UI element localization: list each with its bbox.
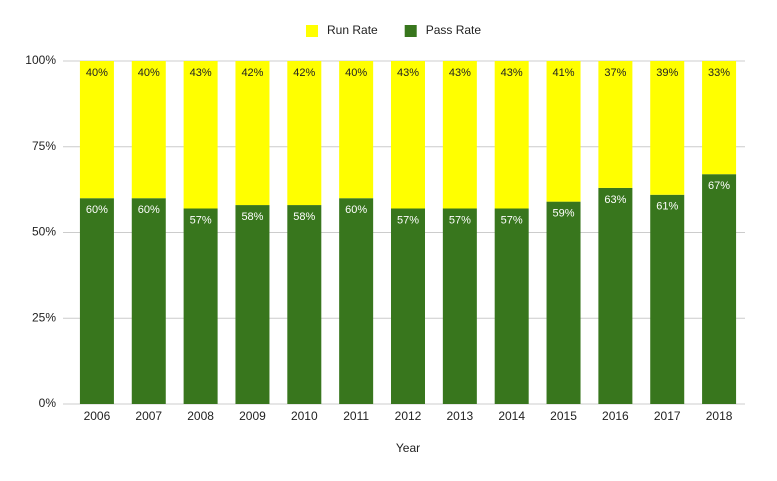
bar-segment (131, 61, 166, 199)
bar-segment (650, 194, 685, 404)
x-tick-label: 2011 (343, 409, 369, 423)
value-label: 37% (604, 67, 626, 79)
value-label: 43% (501, 67, 523, 79)
bar-segment (235, 205, 270, 404)
bar-segment (546, 201, 581, 404)
x-tick-label: 2007 (135, 409, 162, 423)
value-label: 43% (449, 67, 471, 79)
value-label: 42% (293, 67, 315, 79)
x-tick-label: 2017 (654, 409, 681, 423)
value-label: 58% (241, 211, 263, 223)
bar-segment (650, 61, 685, 195)
value-label: 61% (656, 201, 678, 213)
bar-segment (442, 61, 477, 209)
legend-swatch (306, 25, 318, 37)
bar-segment (79, 198, 114, 404)
value-label: 57% (397, 214, 419, 226)
bar-segment (598, 187, 633, 404)
bar-segment (131, 198, 166, 404)
value-label: 60% (86, 204, 108, 216)
x-tick-label: 2008 (187, 409, 214, 423)
x-tick-label: 2016 (602, 409, 629, 423)
x-tick-label: 2014 (498, 409, 525, 423)
x-tick-label: 2009 (239, 409, 266, 423)
legend-swatch (404, 25, 417, 37)
value-label: 43% (397, 67, 419, 79)
bar-segment (339, 61, 374, 199)
y-tick-label: 25% (32, 310, 56, 324)
x-tick-label: 2010 (291, 409, 318, 423)
value-label: 57% (190, 214, 212, 226)
x-axis-title: Year (396, 441, 420, 455)
value-label: 40% (345, 67, 367, 79)
value-label: 59% (553, 208, 575, 220)
value-label: 63% (604, 194, 626, 206)
value-label: 43% (190, 67, 212, 79)
bar-segment (183, 61, 218, 209)
legend-label: Pass Rate (426, 23, 482, 37)
value-label: 58% (293, 211, 315, 223)
bar-segment (287, 205, 322, 404)
bar-segment (235, 61, 270, 206)
bar-segment (494, 208, 529, 404)
value-label: 67% (708, 180, 730, 192)
bar-segment (79, 61, 114, 199)
bar-segment (391, 208, 425, 404)
legend-label: Run Rate (327, 23, 378, 37)
bar-segment (339, 198, 374, 404)
bar-segment (702, 174, 737, 404)
bar-segment (442, 208, 477, 404)
value-label: 42% (241, 67, 263, 79)
x-tick-label: 2013 (446, 409, 473, 423)
value-label: 60% (138, 204, 160, 216)
bar-segment (494, 61, 529, 209)
bar-segment (702, 61, 737, 175)
x-tick-label: 2012 (395, 409, 422, 423)
value-label: 40% (138, 67, 160, 79)
bar-segment (183, 208, 218, 404)
x-tick-label: 2015 (550, 409, 577, 423)
value-label: 57% (449, 214, 471, 226)
bar-segment (546, 61, 581, 202)
x-tick-label: 2006 (84, 409, 111, 423)
bar-segment (598, 61, 633, 188)
value-label: 60% (345, 204, 367, 216)
y-tick-label: 0% (39, 396, 57, 410)
value-label: 39% (656, 67, 678, 79)
value-label: 33% (708, 67, 730, 79)
value-label: 41% (553, 67, 575, 79)
bar-segment (287, 61, 322, 206)
value-label: 57% (501, 214, 523, 226)
value-label: 40% (86, 67, 108, 79)
y-tick-label: 50% (32, 225, 56, 239)
y-tick-label: 100% (25, 53, 56, 67)
y-tick-label: 75% (32, 139, 56, 153)
bar-segment (391, 61, 425, 209)
x-tick-label: 2018 (706, 409, 733, 423)
